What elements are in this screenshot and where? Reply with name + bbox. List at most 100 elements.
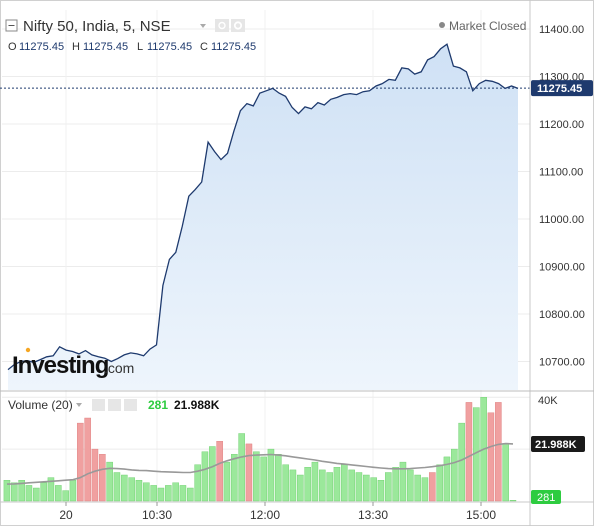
volume-bar xyxy=(407,469,414,502)
volume-last-badge-text: 281 xyxy=(537,492,555,504)
volume-bar xyxy=(69,480,77,502)
volume-bar xyxy=(99,454,106,502)
volume-bar xyxy=(209,446,216,502)
investing-logo-brand: Investing xyxy=(12,352,109,379)
volume-bar xyxy=(55,485,62,502)
volume-bar xyxy=(33,487,40,502)
volume-bars xyxy=(3,397,517,502)
volume-bar xyxy=(245,443,253,502)
volume-bar xyxy=(304,467,311,502)
ohlc-legend: O 11275.45 H 11275.45 L 11275.45 C 11275… xyxy=(8,41,256,53)
volume-bar xyxy=(47,477,55,502)
price-tick-label: 11400.00 xyxy=(539,24,584,36)
volume-bar xyxy=(25,485,33,502)
volume-bar xyxy=(172,482,179,502)
volume-bar xyxy=(311,461,319,502)
volume-bar xyxy=(260,456,267,502)
visibility-toggle-icon[interactable] xyxy=(215,19,229,32)
volume-bar xyxy=(135,480,143,502)
volume-bar xyxy=(385,472,392,502)
volume-title[interactable]: Volume (20) xyxy=(8,398,73,412)
volume-bar xyxy=(341,464,348,502)
volume-last-badge: 281 xyxy=(531,490,561,504)
volume-bar xyxy=(187,487,194,502)
volume-bar xyxy=(143,482,150,502)
volume-bar xyxy=(77,422,84,502)
volume-bar xyxy=(289,469,297,502)
volume-bar xyxy=(429,472,436,502)
market-status: Market Closed xyxy=(449,19,526,33)
volume-bar xyxy=(495,402,502,502)
price-tick-label: 11100.00 xyxy=(539,167,583,179)
volume-bar xyxy=(363,474,370,502)
time-tick-label: 10:30 xyxy=(142,508,172,522)
volume-bar xyxy=(238,433,245,502)
market-status-dot-icon xyxy=(439,22,445,28)
settings-button[interactable] xyxy=(231,19,245,32)
last-price-badge: 11275.45 xyxy=(531,80,593,97)
volume-bar xyxy=(84,417,91,502)
ohlc-high-label: H xyxy=(72,41,80,53)
time-tick-label: 20 xyxy=(59,508,73,522)
volume-bar xyxy=(282,464,289,502)
volume-bar xyxy=(201,451,209,502)
price-tick-label: 11000.00 xyxy=(539,214,584,226)
volume-bar xyxy=(165,485,172,502)
volume-bar xyxy=(509,500,517,502)
ohlc-open-value: 11275.45 xyxy=(19,41,64,53)
volume-bar xyxy=(333,467,341,502)
volume-bar xyxy=(348,469,355,502)
volume-bar xyxy=(421,477,429,502)
volume-bar xyxy=(399,461,407,502)
volume-dropdown-icon[interactable] xyxy=(76,403,82,407)
gear-icon xyxy=(233,21,243,30)
volume-ma-value: 21.988K xyxy=(174,398,220,412)
volume-bar xyxy=(62,490,69,502)
price-tick-label: 10800.00 xyxy=(539,309,585,321)
volume-bar xyxy=(157,487,165,502)
volume-bar xyxy=(231,454,238,502)
volume-bar xyxy=(326,472,333,502)
time-tick-label: 13:30 xyxy=(358,508,388,522)
volume-bar xyxy=(275,454,282,502)
volume-bar xyxy=(91,448,99,502)
eye-icon xyxy=(218,21,226,30)
volume-bar xyxy=(297,474,304,502)
volume-close-button[interactable] xyxy=(124,399,137,411)
ohlc-low-value: 11275.45 xyxy=(147,41,192,53)
volume-bar xyxy=(150,485,157,502)
volume-bar xyxy=(465,402,473,502)
ohlc-high-value: 11275.45 xyxy=(83,41,128,53)
symbol-title[interactable]: Nifty 50, India, 5, NSE xyxy=(23,18,171,35)
volume-bar xyxy=(128,477,135,502)
ohlc-low-label: L xyxy=(137,41,143,53)
volume-bar xyxy=(121,474,128,502)
volume-bar xyxy=(106,461,113,502)
volume-bar xyxy=(487,412,495,502)
volume-bar xyxy=(179,485,187,502)
volume-visibility-toggle-icon[interactable] xyxy=(92,399,105,411)
volume-bar xyxy=(216,441,223,502)
price-tick-label: 10700.00 xyxy=(539,357,585,369)
volume-bar xyxy=(18,480,25,502)
volume-axis-tick: 40K xyxy=(538,395,558,407)
volume-header: Volume (20) 281 21.988K xyxy=(8,398,220,412)
price-area-fill xyxy=(8,44,518,390)
volume-bar xyxy=(502,443,509,502)
volume-bar xyxy=(319,469,326,502)
time-tick-label: 12:00 xyxy=(250,508,280,522)
symbol-dropdown-icon[interactable] xyxy=(200,24,206,28)
volume-last-value: 281 xyxy=(148,398,168,412)
volume-settings-button[interactable] xyxy=(108,399,121,411)
investing-logo: Investing .com xyxy=(12,347,134,379)
ohlc-close-value: 11275.45 xyxy=(211,41,256,53)
volume-bar xyxy=(414,474,421,502)
investing-logo-dot-icon xyxy=(25,347,31,353)
volume-ma-badge: 21.988K xyxy=(531,436,585,452)
volume-bar xyxy=(377,480,385,502)
volume-bar xyxy=(451,448,458,502)
volume-bar xyxy=(40,482,47,502)
volume-bar xyxy=(392,467,399,502)
price-series-line xyxy=(7,43,519,371)
